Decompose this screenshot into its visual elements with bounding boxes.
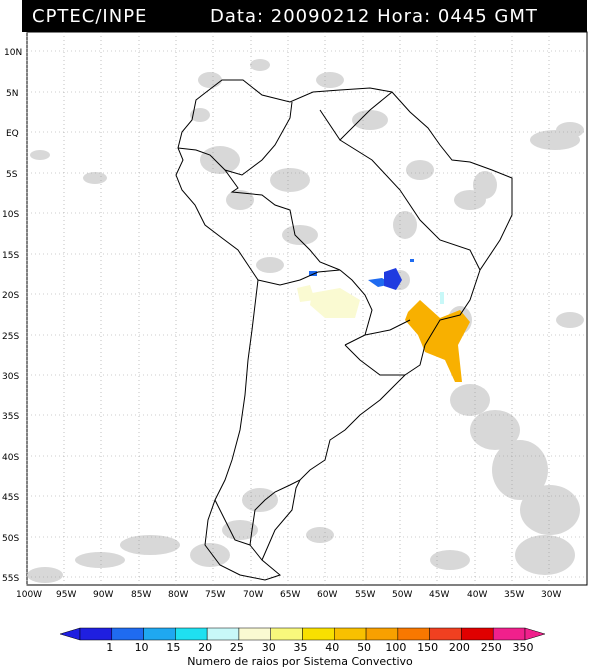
lon-label: 50W <box>392 590 412 600</box>
system-ms-2 <box>384 268 402 290</box>
lon-label: 55W <box>355 590 375 600</box>
legend-tick-label: 30 <box>262 641 276 654</box>
legend-title: Numero de raios por Sistema Convectivo <box>187 655 413 668</box>
legend-tick-label: 200 <box>449 641 470 654</box>
legend-swatch <box>143 627 176 641</box>
latitude-labels: 10N 5N EQ 5S 10S 15S 20S 25S 30S 35S 40S… <box>2 48 22 584</box>
legend-tick-label: 10 <box>135 641 149 654</box>
legend-tick-label: 35 <box>294 641 308 654</box>
lon-label: 100W <box>16 590 42 600</box>
legend-swatch <box>270 627 303 641</box>
legend-swatch <box>206 627 240 641</box>
lon-label: 75W <box>205 590 225 600</box>
lon-label: 70W <box>243 590 263 600</box>
system-paraguay-west <box>297 285 315 302</box>
legend-arrow-right <box>524 627 546 641</box>
legend-tick-label: 250 <box>481 641 502 654</box>
legend-arrow-left <box>59 627 81 641</box>
lat-label: 15S <box>2 251 19 261</box>
system-goias <box>410 259 414 262</box>
lon-label: 95W <box>56 590 76 600</box>
legend-tick-label: 150 <box>417 641 438 654</box>
cloud-cover <box>27 59 584 583</box>
legend-swatch <box>334 627 367 641</box>
lat-label: 5N <box>6 89 18 99</box>
lon-label: 35W <box>504 590 524 600</box>
legend-swatch <box>79 627 113 641</box>
lat-label: 45S <box>2 493 19 503</box>
lat-label: 10S <box>2 210 19 220</box>
system-paraguay <box>310 288 360 318</box>
legend-swatch <box>397 627 430 641</box>
legend-tick-label: 15 <box>166 641 180 654</box>
legend-swatch <box>492 627 526 641</box>
color-legend: 1 10 15 20 25 30 35 40 50 100 150 200 250 350 <box>59 627 546 654</box>
legend-tick-label: 350 <box>513 641 534 654</box>
lon-label: 90W <box>93 590 113 600</box>
datetime-label: Data: 20090212 Hora: 0445 GMT <box>210 6 538 27</box>
lon-label: 45W <box>429 590 449 600</box>
lon-label: 60W <box>317 590 337 600</box>
legend-tick-label: 1 <box>106 641 113 654</box>
legend-swatch <box>429 627 462 641</box>
legend-swatch <box>111 627 144 641</box>
legend-swatch <box>461 627 494 641</box>
map-frame <box>26 31 588 586</box>
lon-label: 85W <box>131 590 151 600</box>
legend-swatch <box>238 627 271 641</box>
legend-tick-label: 25 <box>230 641 244 654</box>
lon-label: 40W <box>467 590 487 600</box>
lat-label: 30S <box>2 372 19 382</box>
legend-tick-label: 100 <box>385 641 406 654</box>
map-header: CPTEC/INPE Data: 20090212 Hora: 0445 GMT <box>22 0 587 32</box>
lon-label: 65W <box>280 590 300 600</box>
system-bolivia <box>309 271 317 276</box>
legend-swatch <box>175 627 208 641</box>
system-south-brazil <box>405 300 470 382</box>
legend-tick-label: 20 <box>198 641 212 654</box>
lat-label: 20S <box>2 291 19 301</box>
system-mg <box>440 292 444 304</box>
graticule <box>26 32 587 585</box>
legend-tick-label: 40 <box>325 641 339 654</box>
coastline <box>175 79 513 581</box>
lat-label: 40S <box>2 453 19 463</box>
lat-label: 25S <box>2 332 19 342</box>
source-label: CPTEC/INPE <box>32 6 148 27</box>
legend-swatch <box>365 627 399 641</box>
legend-tick-label: 50 <box>357 641 371 654</box>
lat-label: 10N <box>4 48 22 58</box>
longitude-labels: 100W 95W 90W 85W 80W 75W 70W 65W 60W 55W… <box>16 590 561 600</box>
lon-label: 80W <box>168 590 188 600</box>
lat-label: 5S <box>6 170 18 180</box>
lat-label: EQ <box>6 129 19 139</box>
lat-label: 55S <box>2 574 19 584</box>
lon-label: 30W <box>541 590 561 600</box>
lat-label: 35S <box>2 412 19 422</box>
legend-swatch <box>302 627 335 641</box>
convective-systems <box>297 259 470 382</box>
lat-label: 50S <box>2 534 19 544</box>
